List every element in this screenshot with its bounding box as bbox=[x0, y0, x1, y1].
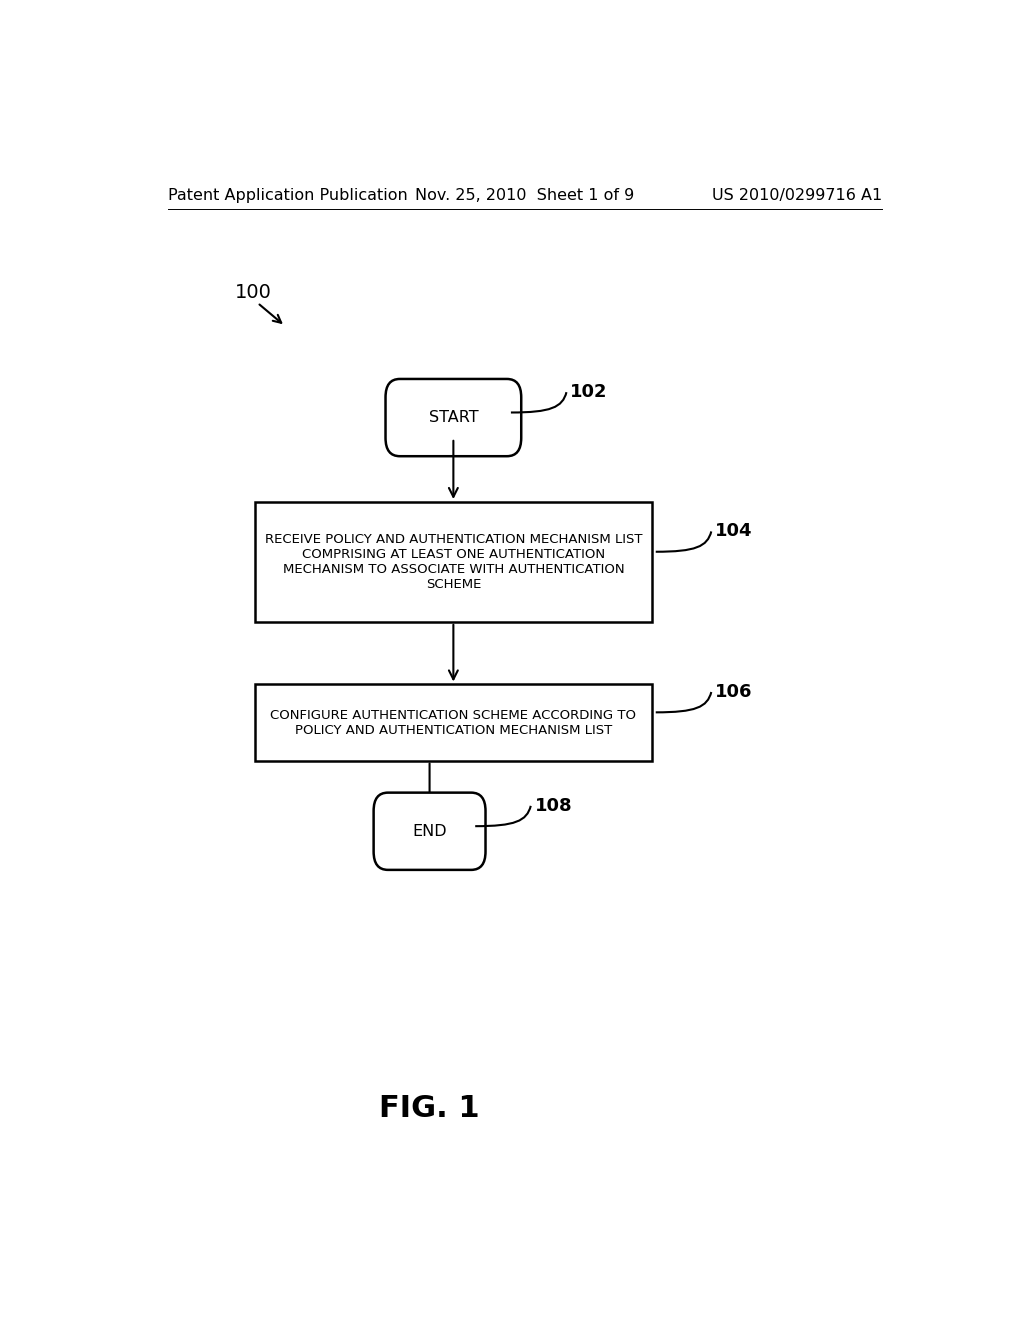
Text: START: START bbox=[429, 411, 478, 425]
Text: CONFIGURE AUTHENTICATION SCHEME ACCORDING TO
POLICY AND AUTHENTICATION MECHANISM: CONFIGURE AUTHENTICATION SCHEME ACCORDIN… bbox=[270, 709, 636, 737]
Text: 106: 106 bbox=[715, 682, 753, 701]
Text: FIG. 1: FIG. 1 bbox=[379, 1094, 480, 1123]
Text: Nov. 25, 2010  Sheet 1 of 9: Nov. 25, 2010 Sheet 1 of 9 bbox=[415, 187, 635, 203]
Bar bbox=[255, 684, 651, 760]
Text: 102: 102 bbox=[570, 383, 608, 401]
FancyBboxPatch shape bbox=[374, 792, 485, 870]
Text: 104: 104 bbox=[715, 523, 753, 540]
Text: RECEIVE POLICY AND AUTHENTICATION MECHANISM LIST
COMPRISING AT LEAST ONE AUTHENT: RECEIVE POLICY AND AUTHENTICATION MECHAN… bbox=[264, 533, 642, 591]
FancyBboxPatch shape bbox=[385, 379, 521, 457]
Text: 108: 108 bbox=[535, 797, 572, 814]
Text: 100: 100 bbox=[236, 282, 272, 302]
Text: Patent Application Publication: Patent Application Publication bbox=[168, 187, 408, 203]
Text: END: END bbox=[413, 824, 446, 838]
Text: US 2010/0299716 A1: US 2010/0299716 A1 bbox=[712, 187, 882, 203]
Bar bbox=[255, 502, 651, 622]
